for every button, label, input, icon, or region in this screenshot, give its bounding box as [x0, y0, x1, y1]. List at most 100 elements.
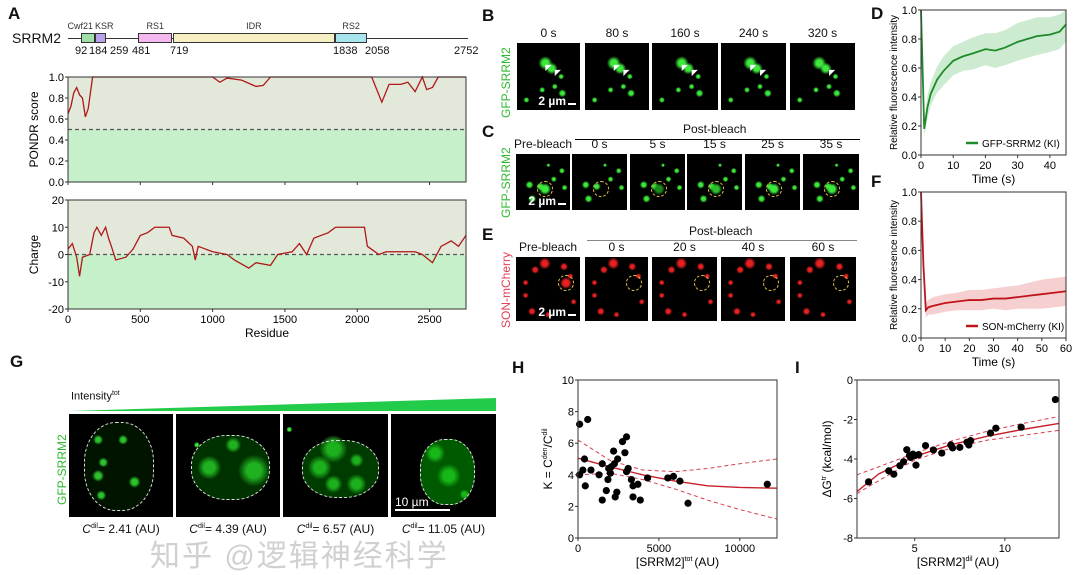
post-bleach-label-c: Post-bleach: [683, 122, 747, 136]
panel-e-image: [585, 257, 648, 321]
x-tick-label: 20: [979, 160, 991, 172]
ordered-region-bg: [68, 200, 466, 255]
panel-e-image: [790, 257, 856, 321]
caption-value: = 2.41 (AU): [97, 522, 160, 536]
y-axis-title: K = Cden/Cdil: [541, 428, 555, 489]
data-point: [885, 467, 893, 475]
y-axis-title: PONDR score: [27, 91, 41, 167]
x-tick-label: 500: [131, 314, 149, 326]
y-tick-label: 0.4: [902, 275, 917, 287]
caption-value: = 4.39 (AU): [204, 522, 267, 536]
chart-d: GFP-SRRM2 (KI) 0 10 20 30 40 0.0 0.2 0.4 0.6 0.8 1.…: [889, 5, 1067, 186]
y-tick-label: -8: [843, 533, 853, 545]
panel-b-time-label: 320 s: [807, 26, 838, 40]
data-point: [684, 499, 692, 507]
x-tick-label: 10: [939, 343, 951, 355]
y-tick-label: 0.0: [49, 177, 64, 189]
arrowhead-icon: ◤: [681, 63, 688, 73]
panel-label-e: E: [482, 225, 494, 244]
y-tick-label: 6: [568, 438, 574, 450]
x-axis-title-unit: (AU): [975, 555, 1000, 569]
post-bleach-bar-c: [575, 139, 860, 140]
y-axis-title-text: Charge: [27, 234, 41, 274]
arrowhead-icon: ◤: [829, 68, 836, 78]
axes-frame: [67, 76, 467, 183]
ordered-region-bg: [68, 77, 466, 130]
y-tick-label: 1.0: [902, 187, 917, 199]
panel-e-image: [721, 257, 785, 321]
panel-b-image: ◤ ◤: [585, 43, 649, 110]
chart-a_pondr: 0.0 0.2 0.4 0.6 0.8 1.0 PONDR score: [27, 72, 467, 189]
position-label: 481: [132, 45, 151, 57]
ci-lower-line: [577, 472, 778, 520]
x-axis-title-text: [SRRM2]: [636, 555, 685, 569]
nucleus-outline: [83, 422, 155, 511]
data-point: [618, 438, 627, 446]
ci-upper-line: [577, 439, 778, 473]
panel-e-time-label: 0 s: [608, 240, 625, 254]
y-tick-label: 8: [568, 407, 574, 419]
y-axis-title-text: K = C: [541, 459, 555, 490]
channel-label-e: SON-mCherry: [499, 251, 513, 328]
panel-label-c: C: [482, 122, 495, 141]
data-point: [967, 437, 975, 445]
y-tick-label: -4: [843, 454, 853, 466]
y-axis-title-text: PONDR score: [27, 91, 41, 167]
nucleus-image: 10 µm: [391, 414, 496, 517]
y-tick-label: 1.0: [902, 5, 917, 17]
x-tick-label: 40: [1044, 160, 1056, 172]
panel-c-image: 2 µm: [516, 154, 570, 210]
panel-label-i: I: [795, 358, 800, 377]
panel-b-time-label: 240 s: [738, 26, 769, 40]
mean-line: [920, 191, 1067, 313]
y-axis-title-text: Relative fluorescence intensity: [889, 15, 900, 150]
arrowhead-icon: ◤: [613, 63, 620, 73]
domain-rs1: [137, 33, 173, 43]
domain-label: RS1: [146, 21, 164, 31]
panel-c-time-label: Pre-bleach: [513, 137, 573, 151]
x-tick-label: 1500: [273, 314, 297, 326]
y-tick-label: -2: [843, 415, 853, 427]
caption-symbol: C: [296, 522, 306, 536]
x-tick-label: 2500: [417, 314, 441, 326]
scale-bar-label: 2 µm: [538, 305, 566, 319]
y-tick-label: 10: [562, 375, 574, 387]
x-tick-label: 0: [65, 314, 71, 326]
panel-e-image: 2 µm: [516, 257, 580, 321]
data-point: [634, 480, 642, 488]
y-tick-label: 0: [568, 533, 574, 545]
data-point: [938, 449, 946, 457]
caption-symbol: C: [189, 522, 198, 536]
axes-frame: [856, 379, 1060, 539]
x-tick-label: 5: [912, 543, 918, 555]
panel-b-image: ◤ ◤: [652, 43, 718, 110]
data-point: [587, 466, 595, 474]
bleach-roi-circle: [707, 180, 724, 197]
nucleus-image: [69, 414, 173, 517]
legend-label: SON-mCherry (KI): [982, 322, 1064, 333]
data-point: [912, 461, 920, 469]
y-tick-label: 0.6: [902, 63, 917, 75]
domain-label: RS2: [342, 21, 360, 31]
data-point: [903, 446, 911, 454]
panel-b-image: ◤: [790, 43, 855, 110]
watermark: 知乎 @逻辑神经科学: [150, 540, 449, 573]
y-tick-label: 2: [568, 501, 574, 513]
arrowhead-icon: ◤: [750, 63, 757, 73]
domain-label: KSR: [95, 21, 114, 31]
y-tick-label: 0.2: [902, 304, 917, 316]
data-point: [598, 460, 606, 468]
panel-label-h: H: [512, 358, 525, 377]
x-axis-title-text: [SRRM2]: [917, 555, 966, 569]
domain-ksr: [94, 33, 106, 43]
bleach-roi-circle: [592, 180, 609, 197]
bleach-roi-circle: [650, 180, 667, 197]
nucleus-outline: [420, 438, 475, 505]
y-tick-label: 0.8: [902, 34, 917, 46]
data-point: [664, 474, 672, 482]
intensity-text: Intensity: [71, 390, 112, 403]
y-tick-label: 10: [52, 222, 64, 234]
x-axis-title: [SRRM2]tot (AU): [636, 555, 719, 569]
data-point: [580, 455, 589, 463]
